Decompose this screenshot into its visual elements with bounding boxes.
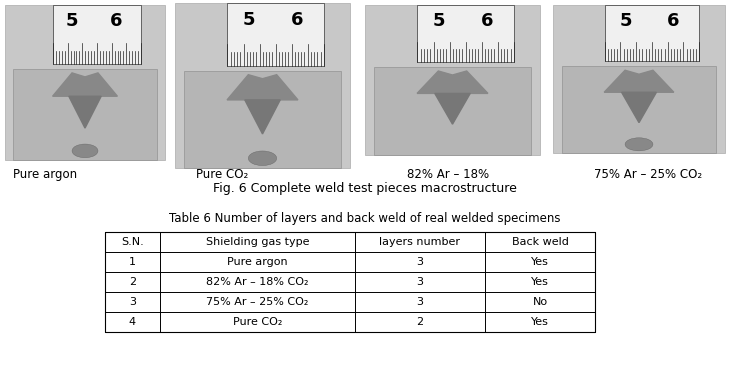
Text: Pure CO₂: Pure CO₂ bbox=[233, 317, 282, 327]
Text: Pure argon: Pure argon bbox=[227, 257, 288, 267]
Bar bbox=[5, 5, 165, 160]
Text: 4: 4 bbox=[129, 317, 136, 327]
Text: 3: 3 bbox=[129, 297, 136, 307]
Polygon shape bbox=[417, 71, 488, 93]
Text: Pure CO₂: Pure CO₂ bbox=[196, 168, 248, 181]
Bar bbox=[53, 5, 141, 64]
Bar bbox=[175, 3, 350, 168]
Ellipse shape bbox=[72, 144, 98, 158]
Text: 6: 6 bbox=[480, 12, 493, 30]
Bar bbox=[418, 5, 514, 62]
Text: Pure argon: Pure argon bbox=[13, 168, 77, 181]
Text: 2: 2 bbox=[416, 317, 424, 327]
Bar bbox=[561, 66, 717, 153]
Text: Yes: Yes bbox=[531, 317, 549, 327]
Ellipse shape bbox=[625, 138, 653, 151]
Text: Shielding gas type: Shielding gas type bbox=[206, 237, 309, 247]
Bar bbox=[365, 5, 540, 155]
Polygon shape bbox=[245, 100, 280, 134]
Text: 5: 5 bbox=[619, 12, 631, 30]
Text: Yes: Yes bbox=[531, 257, 549, 267]
Text: Yes: Yes bbox=[531, 277, 549, 287]
Bar bbox=[13, 69, 157, 160]
Polygon shape bbox=[622, 92, 656, 123]
Text: 2: 2 bbox=[129, 277, 136, 287]
Text: 6: 6 bbox=[291, 11, 303, 29]
Text: 3: 3 bbox=[416, 297, 424, 307]
Bar bbox=[374, 67, 531, 155]
Text: 3: 3 bbox=[416, 277, 424, 287]
Polygon shape bbox=[52, 73, 117, 96]
Text: Table 6 Number of layers and back weld of real welded specimens: Table 6 Number of layers and back weld o… bbox=[168, 212, 561, 225]
Text: 5: 5 bbox=[243, 11, 255, 29]
Text: 6: 6 bbox=[666, 12, 679, 30]
Text: 5: 5 bbox=[432, 12, 445, 30]
Bar bbox=[604, 5, 699, 61]
Bar bbox=[553, 5, 725, 153]
Text: layers number: layers number bbox=[380, 237, 461, 247]
Text: S.N.: S.N. bbox=[121, 237, 144, 247]
Bar bbox=[184, 71, 341, 168]
Text: 1: 1 bbox=[129, 257, 136, 267]
Text: 6: 6 bbox=[110, 12, 122, 30]
Text: Fig. 6 Complete weld test pieces macrostructure: Fig. 6 Complete weld test pieces macrost… bbox=[213, 182, 516, 195]
Text: 3: 3 bbox=[416, 257, 424, 267]
Ellipse shape bbox=[249, 151, 277, 165]
Polygon shape bbox=[604, 70, 674, 92]
Polygon shape bbox=[434, 93, 470, 124]
Text: Back weld: Back weld bbox=[512, 237, 569, 247]
Bar bbox=[105, 232, 595, 332]
Text: 75% Ar – 25% CO₂: 75% Ar – 25% CO₂ bbox=[594, 168, 702, 181]
Text: 75% Ar – 25% CO₂: 75% Ar – 25% CO₂ bbox=[206, 297, 308, 307]
Text: 82% Ar – 18%: 82% Ar – 18% bbox=[407, 168, 489, 181]
Text: 5: 5 bbox=[66, 12, 79, 30]
Bar bbox=[227, 3, 324, 66]
Text: 82% Ar – 18% CO₂: 82% Ar – 18% CO₂ bbox=[206, 277, 309, 287]
Polygon shape bbox=[227, 75, 298, 100]
Polygon shape bbox=[69, 96, 101, 128]
Text: No: No bbox=[532, 297, 547, 307]
